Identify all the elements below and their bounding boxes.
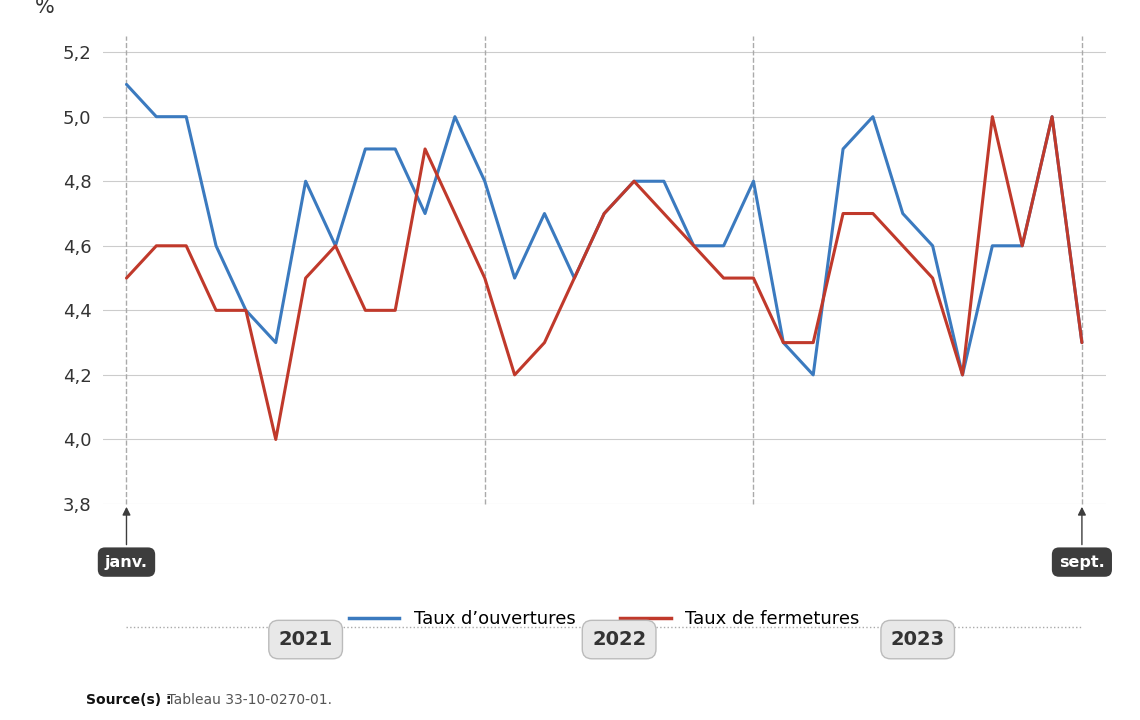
Text: 2022: 2022 <box>592 630 646 649</box>
Legend: Taux d’ouvertures, Taux de fermetures: Taux d’ouvertures, Taux de fermetures <box>341 603 868 635</box>
Text: Source(s) :: Source(s) : <box>86 693 171 707</box>
Text: Tableau 33-10-0270-01.: Tableau 33-10-0270-01. <box>163 693 332 707</box>
Text: 2023: 2023 <box>890 630 945 649</box>
Text: sept.: sept. <box>1059 508 1105 570</box>
Text: %: % <box>34 0 54 17</box>
Text: janv.: janv. <box>105 508 148 570</box>
Text: 2021: 2021 <box>278 630 333 649</box>
